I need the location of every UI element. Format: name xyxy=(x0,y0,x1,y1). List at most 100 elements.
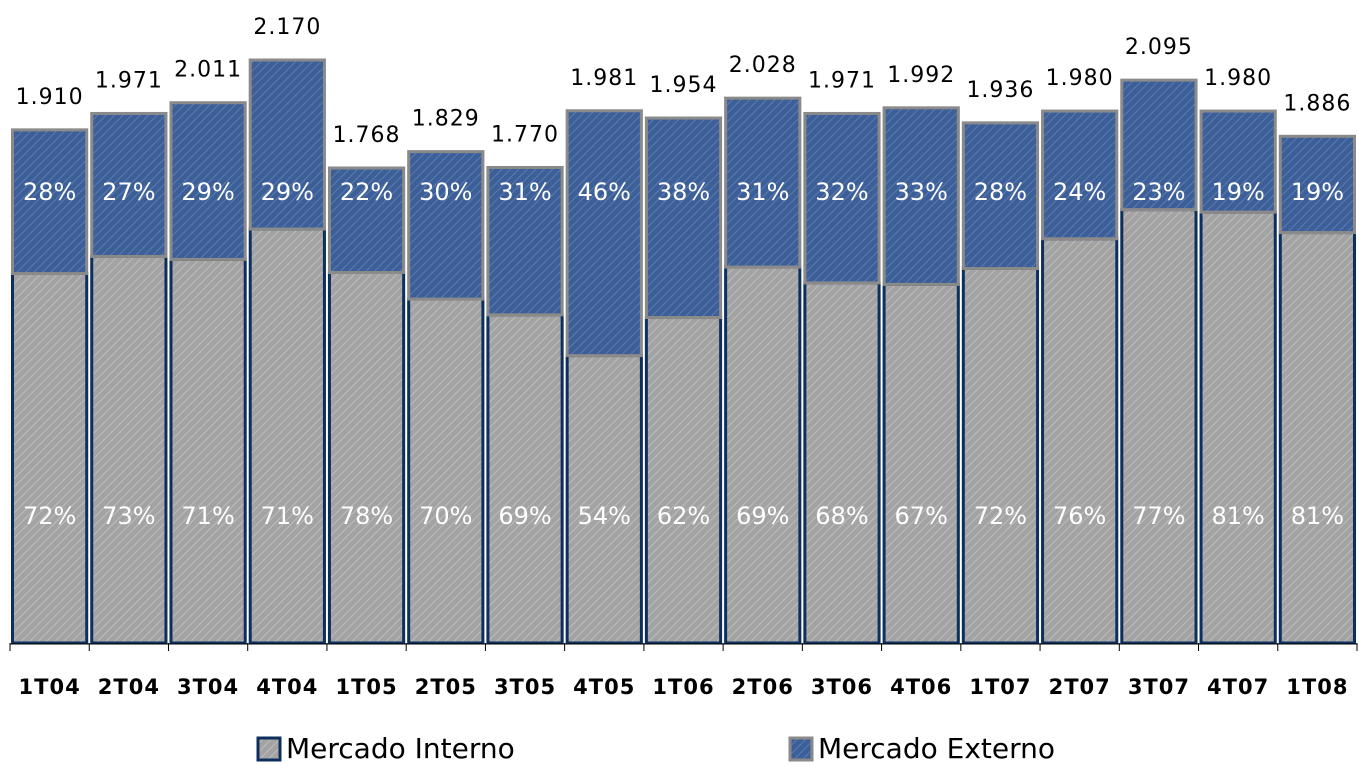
data-label: 32% xyxy=(815,178,868,206)
bar-segment xyxy=(11,272,89,645)
x-tick-label: 3T05 xyxy=(494,675,556,699)
bar-segment xyxy=(90,254,168,645)
x-tick-label: 1T08 xyxy=(1286,675,1348,699)
bar-segment xyxy=(486,165,564,317)
bar-segment xyxy=(644,316,723,645)
bar-segment xyxy=(565,354,643,645)
x-tick-label: 4T07 xyxy=(1207,675,1269,699)
data-label: 72% xyxy=(23,502,76,530)
bar-segment xyxy=(882,282,960,645)
total-label: 1.971 xyxy=(808,68,876,93)
total-label: 1.980 xyxy=(1046,66,1114,91)
bar-segment xyxy=(724,265,802,645)
data-label: 29% xyxy=(261,178,314,206)
x-tick-label: 2T04 xyxy=(98,675,160,699)
bar-segment xyxy=(1120,78,1198,212)
total-label: 2.095 xyxy=(1125,35,1193,60)
data-label: 28% xyxy=(23,178,76,206)
bar-segment xyxy=(407,150,485,301)
bar-segment xyxy=(1120,208,1198,645)
bar-segment xyxy=(248,227,326,645)
total-label: 1.980 xyxy=(1204,66,1272,91)
data-label: 23% xyxy=(1132,178,1185,206)
bar-segment xyxy=(1199,210,1277,645)
x-tick-label: 4T05 xyxy=(573,675,635,699)
total-label: 1.936 xyxy=(966,78,1034,103)
bar-segment xyxy=(803,111,881,285)
data-label: 24% xyxy=(1053,178,1106,206)
bar-segment xyxy=(407,297,485,645)
total-label: 1.910 xyxy=(16,85,84,110)
x-tick-label: 2T07 xyxy=(1049,675,1111,699)
data-label: 70% xyxy=(419,502,472,530)
data-label: 76% xyxy=(1053,502,1106,530)
x-tick-label: 3T07 xyxy=(1128,675,1190,699)
data-label: 46% xyxy=(578,178,631,206)
data-label: 19% xyxy=(1211,178,1264,206)
bar-segment xyxy=(1278,134,1356,235)
x-tick-label: 3T04 xyxy=(177,675,239,699)
bar-segment xyxy=(327,166,406,275)
bar-segment xyxy=(961,121,1040,271)
data-label: 78% xyxy=(340,502,393,530)
legend-label: Mercado Externo xyxy=(818,732,1055,765)
data-label: 71% xyxy=(261,502,314,530)
total-label: 2.028 xyxy=(729,53,797,78)
data-label: 69% xyxy=(736,502,789,530)
bar-segment xyxy=(90,111,168,258)
bar-segment xyxy=(169,101,247,261)
data-label: 77% xyxy=(1132,502,1185,530)
data-label: 69% xyxy=(498,502,551,530)
data-label: 38% xyxy=(657,178,710,206)
total-label: 1.829 xyxy=(412,107,480,132)
total-label: 1.954 xyxy=(650,73,718,98)
data-label: 62% xyxy=(657,502,710,530)
bar-segment xyxy=(1278,231,1356,645)
bar-segment xyxy=(1041,237,1119,645)
total-label: 2.011 xyxy=(174,58,242,83)
data-label: 81% xyxy=(1211,502,1264,530)
data-label: 81% xyxy=(1291,502,1344,530)
x-tick-label: 1T06 xyxy=(652,675,714,699)
data-label: 31% xyxy=(736,178,789,206)
data-label: 54% xyxy=(578,502,631,530)
data-label: 33% xyxy=(895,178,948,206)
data-label: 22% xyxy=(340,178,393,206)
x-tick-label: 2T06 xyxy=(732,675,794,699)
bar-segment xyxy=(1041,109,1119,241)
bar-segment xyxy=(961,267,1040,645)
legend-label: Mercado Interno xyxy=(286,732,515,765)
bar-segment xyxy=(724,96,802,269)
bar-segment xyxy=(327,271,406,645)
data-label: 19% xyxy=(1291,178,1344,206)
x-tick-label: 3T06 xyxy=(811,675,873,699)
data-label: 29% xyxy=(181,178,234,206)
data-label: 27% xyxy=(102,178,155,206)
bar-segment xyxy=(248,58,326,231)
data-label: 71% xyxy=(181,502,234,530)
total-label: 1.971 xyxy=(95,68,163,93)
x-tick-label: 4T06 xyxy=(890,675,952,699)
data-label: 68% xyxy=(815,502,868,530)
bar-segment xyxy=(803,281,881,645)
total-label: 1.886 xyxy=(1283,91,1351,116)
total-label: 1.770 xyxy=(491,122,559,147)
total-label: 1.992 xyxy=(887,63,955,88)
total-label: 1.981 xyxy=(570,66,638,91)
x-tick-label: 2T05 xyxy=(415,675,477,699)
bar-segment xyxy=(644,116,723,320)
x-tick-label: 1T04 xyxy=(19,675,81,699)
total-label: 1.768 xyxy=(333,123,401,148)
data-label: 30% xyxy=(419,178,472,206)
data-label: 28% xyxy=(974,178,1027,206)
x-tick-label: 4T04 xyxy=(256,675,318,699)
bar-segment xyxy=(565,109,643,358)
bar-segment xyxy=(11,128,89,276)
x-tick-label: 1T05 xyxy=(335,675,397,699)
data-label: 31% xyxy=(498,178,551,206)
data-label: 73% xyxy=(102,502,155,530)
bar-segment xyxy=(882,106,960,286)
x-tick-label: 1T07 xyxy=(969,675,1031,699)
bar-segment xyxy=(486,313,564,645)
